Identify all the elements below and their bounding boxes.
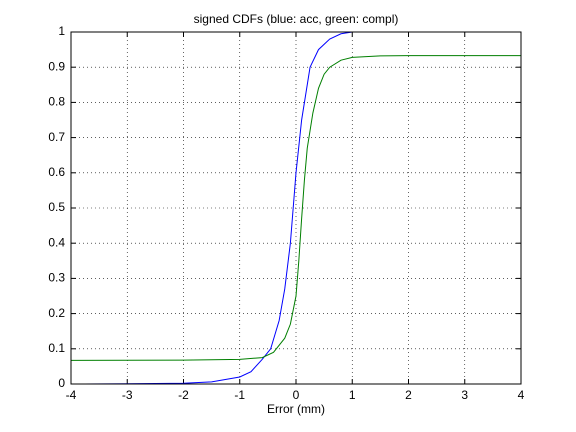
y-tick-label: 0.1 (48, 341, 65, 355)
x-tick-label: -1 (234, 388, 245, 402)
x-tick-label: 3 (461, 388, 468, 402)
y-tick-label: 1 (58, 24, 65, 38)
x-tick-label: -2 (178, 388, 189, 402)
y-tick-label: 0.4 (48, 235, 65, 249)
x-tick-label: -3 (122, 388, 133, 402)
y-tick-label: 0.3 (48, 271, 65, 285)
chart-title: signed CDFs (blue: acc, green: compl) (194, 12, 399, 26)
x-tick-label: 2 (405, 388, 412, 402)
x-axis-label: Error (mm) (267, 402, 325, 416)
y-tick-label: 0.5 (48, 200, 65, 214)
y-tick-label: 0.8 (48, 95, 65, 109)
y-tick-label: 0.7 (48, 130, 65, 144)
y-tick-label: 0.6 (48, 165, 65, 179)
series-line (83, 31, 409, 385)
y-tick-label: 0 (58, 376, 65, 390)
plot-frame (70, 31, 522, 385)
x-tick-label: 0 (293, 388, 300, 402)
x-tick-label: 4 (518, 388, 525, 402)
x-tick-label: -4 (66, 388, 77, 402)
y-tick-label: 0.2 (48, 306, 65, 320)
y-tick-label: 0.9 (48, 59, 65, 73)
x-tick-label: 1 (349, 388, 356, 402)
series-line (70, 55, 521, 361)
